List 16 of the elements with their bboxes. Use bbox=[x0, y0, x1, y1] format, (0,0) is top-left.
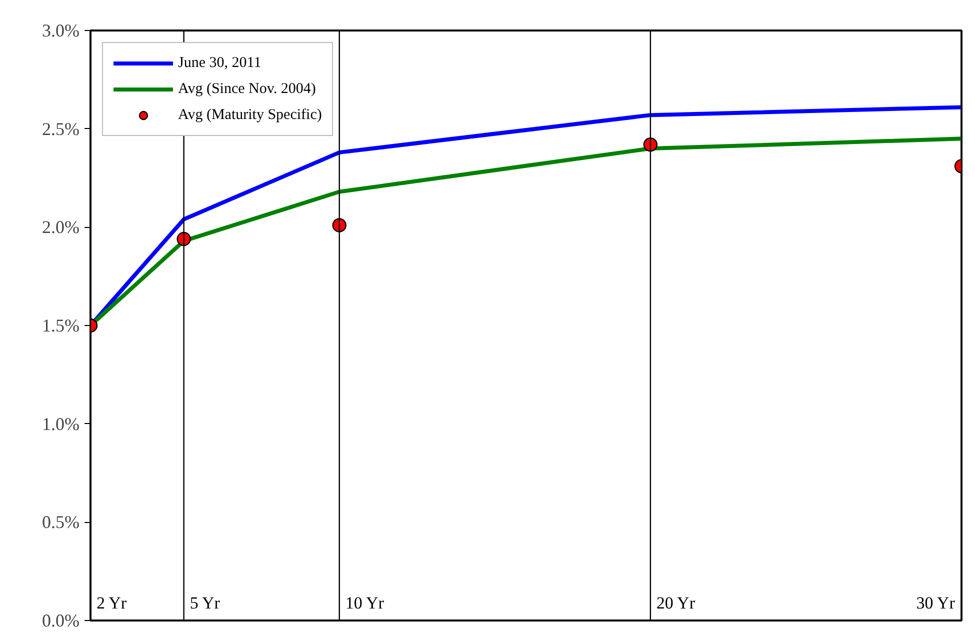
ref-line-label: 10 Yr bbox=[345, 594, 384, 612]
ref-line-label: 20 Yr bbox=[656, 594, 696, 612]
y-tick-label: 2.0% bbox=[42, 217, 80, 238]
y-tick-label: 3.0% bbox=[42, 20, 80, 40]
ref-line-label: 30 Yr bbox=[916, 594, 956, 612]
y-tick-label: 0.0% bbox=[42, 610, 80, 630]
point bbox=[332, 218, 346, 232]
legend-label: June 30, 2011 bbox=[178, 54, 262, 72]
ref-line-label: 2 Yr bbox=[96, 594, 127, 612]
y-tick-label: 2.5% bbox=[42, 118, 80, 139]
y-tick-label: 1.5% bbox=[42, 316, 80, 336]
legend-label: Avg (Since Nov. 2004) bbox=[178, 80, 316, 98]
legend-label: Avg (Maturity Specific) bbox=[178, 106, 322, 124]
ref-line-label: 5 Yr bbox=[190, 594, 220, 612]
y-tick-label: 1.0% bbox=[42, 414, 80, 434]
y-tick-label: 0.5% bbox=[42, 512, 80, 532]
